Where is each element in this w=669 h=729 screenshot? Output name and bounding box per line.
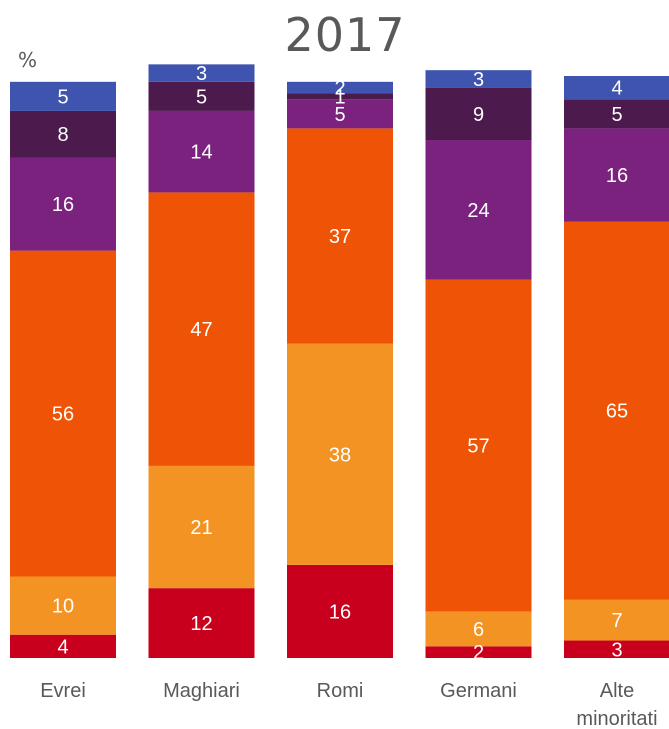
bar-segment	[287, 99, 393, 129]
bar-segment	[148, 465, 255, 589]
value-labels-layer: 4105616851221471453163837512265724933765…	[52, 63, 628, 664]
data-label: 12	[190, 613, 212, 635]
data-label: 1	[334, 86, 345, 108]
unit-label: %	[18, 48, 38, 72]
bar-segment	[425, 646, 532, 658]
x-tick-label-line: Germani	[440, 680, 517, 702]
data-label: 14	[190, 142, 212, 164]
bar-segment	[148, 192, 255, 466]
bar-segment	[10, 576, 116, 635]
x-tick-label: Evrei	[40, 680, 86, 702]
bar-segment	[287, 343, 393, 565]
data-label: 6	[473, 619, 484, 641]
bar-segment	[10, 157, 116, 251]
bar-segment	[425, 70, 532, 88]
data-label: 47	[190, 319, 212, 341]
bar-segment	[425, 87, 532, 141]
data-label: 5	[57, 86, 68, 108]
data-label: 57	[467, 436, 489, 458]
bar-segment	[564, 640, 669, 658]
data-label: 4	[611, 78, 622, 100]
data-label: 3	[473, 69, 484, 91]
bar-segment	[287, 128, 393, 344]
bar-segment	[10, 250, 116, 577]
data-label: 16	[52, 194, 74, 216]
data-label: 5	[611, 104, 622, 126]
data-label: 5	[196, 86, 207, 108]
bar-segment	[425, 611, 532, 647]
chart-title: 2017	[284, 8, 406, 62]
bar-segment	[10, 110, 116, 158]
data-label: 10	[52, 596, 74, 618]
data-label: 5	[334, 104, 345, 126]
bar-segment	[425, 279, 532, 612]
data-label: 65	[606, 401, 628, 423]
data-label: 21	[190, 517, 212, 539]
data-label: 16	[606, 165, 628, 187]
data-label: 2	[473, 642, 484, 664]
x-tick-label: Romi	[317, 680, 364, 702]
bar-segment	[425, 140, 532, 280]
data-label: 16	[329, 601, 351, 623]
bar-segment	[564, 599, 669, 641]
x-tick-label-line: Maghiari	[163, 680, 240, 702]
bar-segment	[148, 588, 255, 658]
data-label: 3	[196, 63, 207, 85]
bar-segment	[10, 634, 116, 658]
data-label: 2	[334, 78, 345, 100]
bar-segment	[287, 93, 393, 100]
data-label: 7	[611, 610, 622, 632]
bar-segment	[148, 110, 255, 193]
x-tick-label-line: Evrei	[40, 680, 86, 702]
bar-segment	[10, 81, 116, 111]
x-tick-label-line: minoritati	[576, 708, 657, 729]
x-tick-label: Alte minoritati	[576, 680, 657, 729]
bar-segment	[564, 99, 669, 129]
x-tick-label-line: Alte	[600, 680, 634, 702]
data-label: 3	[611, 639, 622, 661]
bar-segment	[148, 81, 255, 111]
data-label: 37	[329, 226, 351, 248]
data-label: 8	[57, 124, 68, 146]
bar-segment	[564, 221, 669, 600]
data-label: 4	[57, 636, 68, 658]
bars-layer	[10, 64, 669, 658]
data-label: 38	[329, 444, 351, 466]
bar-segment	[287, 564, 393, 658]
data-label: 56	[52, 404, 74, 426]
data-label: 24	[467, 200, 489, 222]
x-tick-label-line: Romi	[317, 680, 364, 702]
bar-segment	[148, 64, 255, 82]
x-axis-labels: Evrei Maghiari Romi Germani Alte minoritati	[40, 680, 657, 729]
x-tick-label: Maghiari	[163, 680, 240, 702]
bar-segment	[564, 128, 669, 222]
bar-segment	[287, 81, 393, 94]
x-tick-label: Germani	[440, 680, 517, 702]
data-label: 9	[473, 104, 484, 126]
bar-segment	[564, 76, 669, 100]
